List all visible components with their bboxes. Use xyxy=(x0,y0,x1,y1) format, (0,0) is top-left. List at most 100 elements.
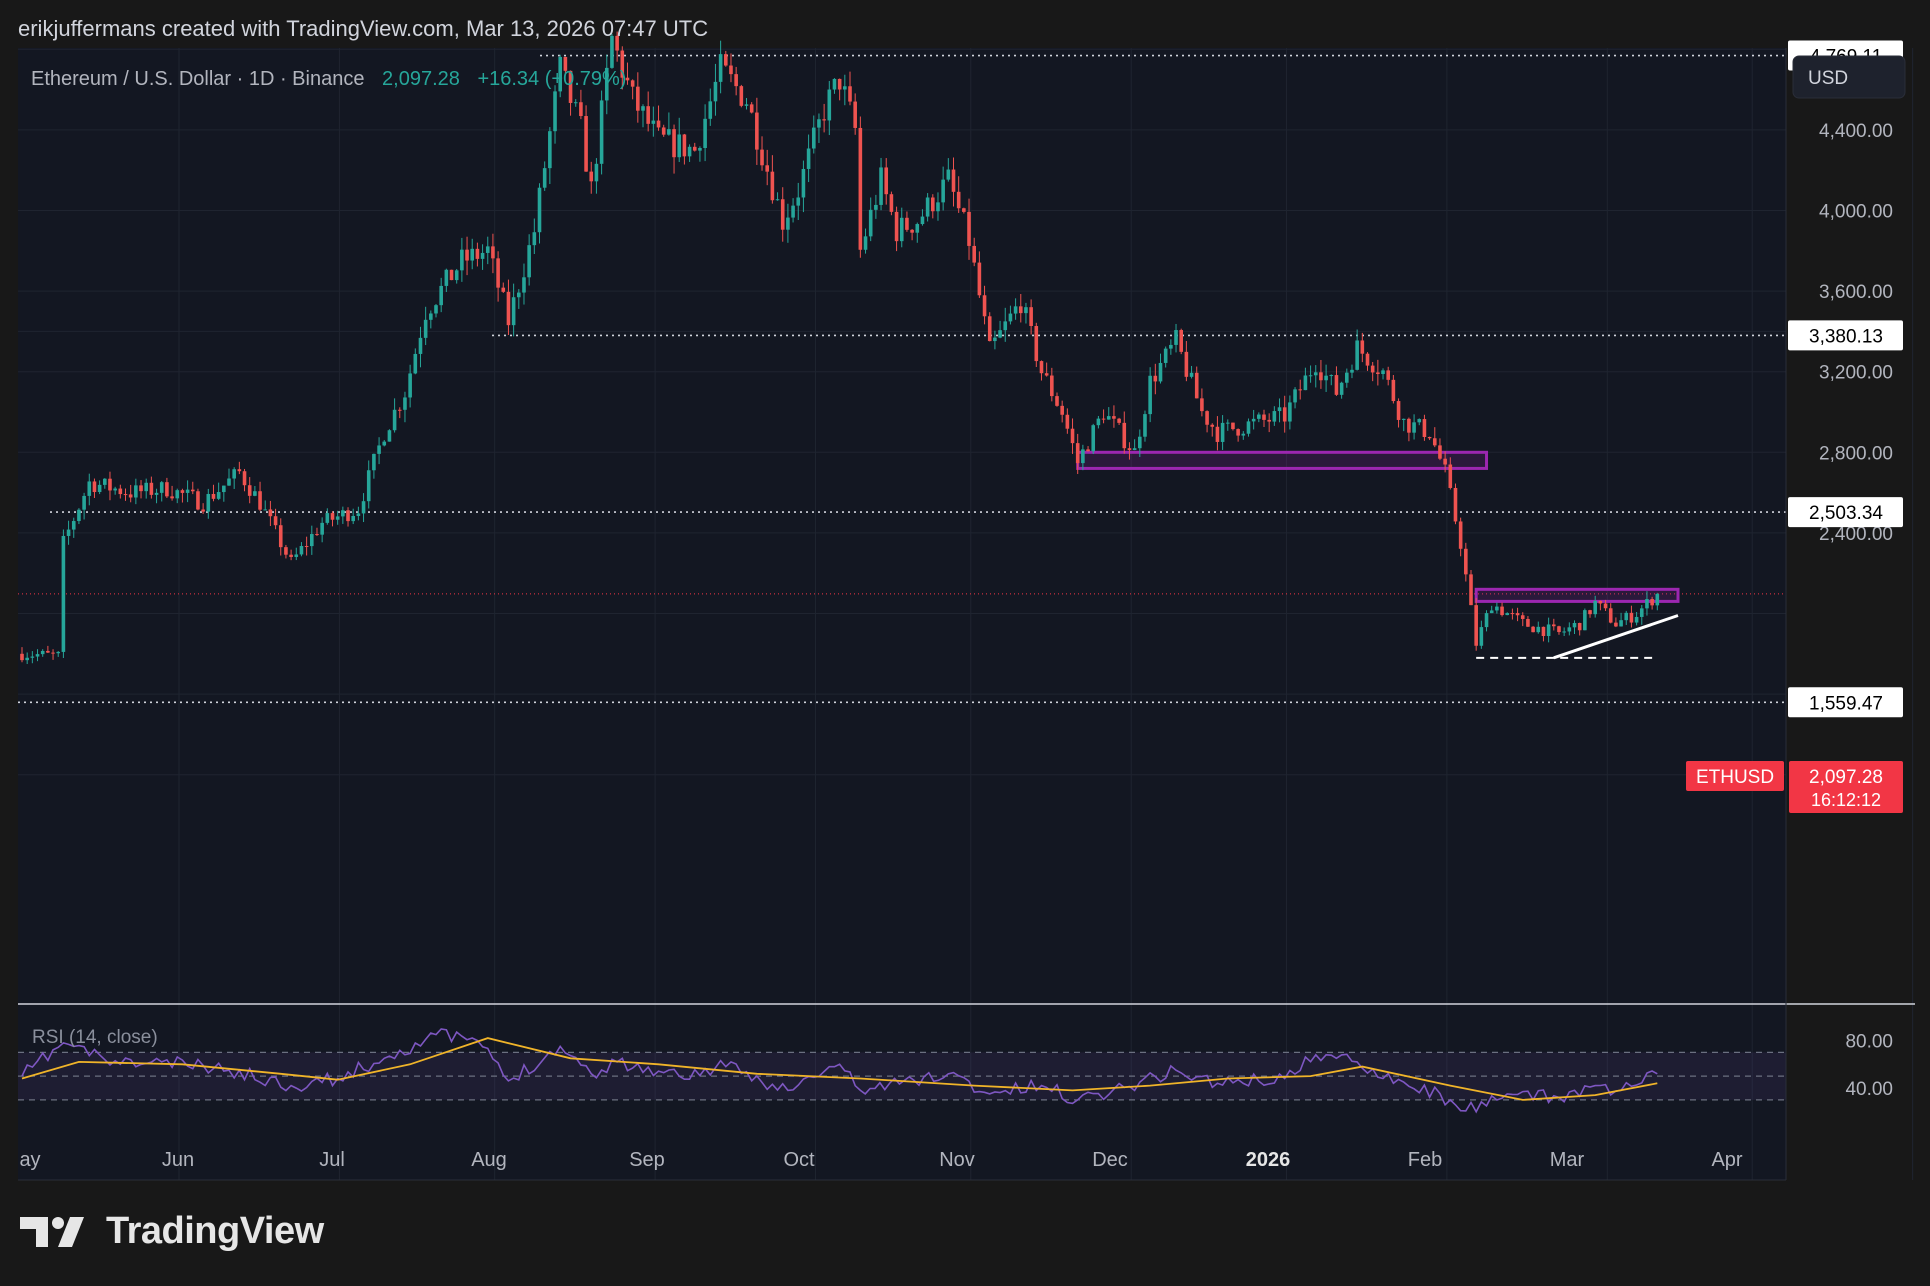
candle-body xyxy=(905,217,909,230)
candle-body xyxy=(1495,606,1499,611)
candle-body xyxy=(284,547,288,555)
candle-body xyxy=(1489,610,1494,614)
candle-body xyxy=(775,199,780,201)
candle-body xyxy=(206,493,211,512)
key-level-label: 3,380.13 xyxy=(1809,326,1883,347)
candle-body xyxy=(1272,411,1277,422)
candle-body xyxy=(724,54,728,66)
candle-body xyxy=(1598,600,1603,604)
candle-body xyxy=(377,445,381,454)
candle-body xyxy=(460,249,464,271)
chart-legend: Ethereum / U.S. Dollar · 1D · Binance 2,… xyxy=(31,68,626,90)
candle-body xyxy=(56,651,61,654)
candle-body xyxy=(1339,382,1344,395)
currency-button-bg[interactable] xyxy=(1792,55,1906,99)
price-tick-label: 2,800.00 xyxy=(1819,443,1893,464)
candle-body xyxy=(506,291,511,326)
candle-body xyxy=(123,494,128,496)
candle-body xyxy=(636,86,640,111)
candle-body xyxy=(413,353,418,374)
candle-body xyxy=(630,80,635,87)
price-tag-countdown: 16:12:12 xyxy=(1811,790,1881,810)
candle-body xyxy=(641,106,645,111)
currency-button-label[interactable]: USD xyxy=(1808,68,1848,89)
candle-body xyxy=(1127,448,1132,451)
candle-body xyxy=(1220,422,1225,442)
candle-body xyxy=(1236,429,1240,436)
candle-body xyxy=(687,146,692,157)
candle-body xyxy=(1138,436,1142,449)
candle-body xyxy=(87,481,92,496)
candle-body xyxy=(1112,416,1116,419)
candle-body xyxy=(491,246,495,259)
candle-body xyxy=(1448,464,1453,488)
candle-body xyxy=(403,397,407,410)
candle-body xyxy=(103,478,107,485)
candle-body xyxy=(962,208,966,212)
time-tick-label: Dec xyxy=(1092,1149,1128,1171)
candle-body xyxy=(858,127,863,250)
candle-body xyxy=(454,270,459,281)
candle-body xyxy=(1386,370,1390,380)
candle-body xyxy=(1546,624,1551,637)
candle-body xyxy=(972,245,976,263)
candle-body xyxy=(1614,622,1618,627)
candle-body xyxy=(677,134,682,158)
candle-body xyxy=(366,470,371,502)
candle-body xyxy=(765,165,769,172)
candle-body xyxy=(755,112,759,150)
candle-body xyxy=(956,191,961,209)
candle-body xyxy=(118,488,123,495)
legend-symbol: Ethereum / U.S. Dollar · 1D · Binance xyxy=(31,68,364,90)
candle-body xyxy=(1225,422,1230,424)
candle-body xyxy=(744,104,749,106)
candle-body xyxy=(1624,612,1629,621)
candle-body xyxy=(1474,605,1478,646)
rsi-tick-label: 40.00 xyxy=(1845,1079,1893,1100)
candle-body xyxy=(863,236,868,250)
candle-body xyxy=(553,91,557,132)
candle-body xyxy=(698,148,702,151)
candle-body xyxy=(1567,627,1572,632)
candle-body xyxy=(1065,414,1070,429)
candle-body xyxy=(1422,419,1427,438)
key-level-label: 1,559.47 xyxy=(1809,693,1883,714)
price-tick-label: 4,000.00 xyxy=(1819,202,1893,223)
time-tick-label: Sep xyxy=(629,1149,665,1171)
candle-body xyxy=(1526,618,1530,627)
candle-body xyxy=(1205,411,1209,425)
time-axis[interactable]: ay Jun Jul Aug Sep Oct Nov Dec 2026 Feb Mar Apr xyxy=(19,1149,1742,1171)
current-price-tag: ETHUSD 2,097.28 16:12:12 xyxy=(1686,761,1903,813)
price-axis[interactable]: 5,200.004,400.004,000.003,600.003,200.00… xyxy=(1819,0,1893,787)
candle-body xyxy=(1024,307,1028,314)
candle-body xyxy=(920,216,925,225)
candle-body xyxy=(822,119,826,121)
candle-body xyxy=(475,248,480,259)
candle-body xyxy=(144,482,148,492)
candle-body xyxy=(1484,613,1489,628)
candle-body xyxy=(827,89,832,121)
candle-body xyxy=(1619,620,1623,627)
candle-body xyxy=(1029,307,1033,327)
candle-body xyxy=(1645,599,1649,609)
candle-body xyxy=(1241,433,1246,436)
candle-body xyxy=(128,494,133,498)
zone-rect xyxy=(1474,587,1680,603)
candle-body xyxy=(1572,622,1577,628)
candle-body xyxy=(1552,624,1556,627)
rsi-line xyxy=(21,1028,1658,1114)
currency-button[interactable]: USD xyxy=(1792,55,1906,99)
candle-body xyxy=(734,74,738,87)
candle-body xyxy=(1583,610,1587,631)
candle-body xyxy=(501,287,506,292)
candle-body xyxy=(418,337,423,354)
candle-body xyxy=(211,493,216,499)
candle-body xyxy=(977,262,982,296)
candle-body xyxy=(1438,445,1442,459)
candle-body xyxy=(1308,375,1313,377)
candle-body xyxy=(387,430,392,442)
price-tick-label: 2,400.00 xyxy=(1819,524,1893,545)
candle-body xyxy=(1050,375,1054,397)
candle-body xyxy=(1267,419,1271,422)
